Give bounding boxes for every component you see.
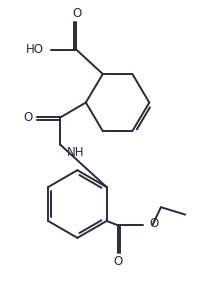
- Text: O: O: [23, 111, 32, 124]
- Text: O: O: [73, 7, 82, 20]
- Text: HO: HO: [25, 43, 44, 56]
- Text: NH: NH: [67, 146, 84, 159]
- Text: O: O: [149, 217, 159, 230]
- Text: O: O: [113, 255, 122, 268]
